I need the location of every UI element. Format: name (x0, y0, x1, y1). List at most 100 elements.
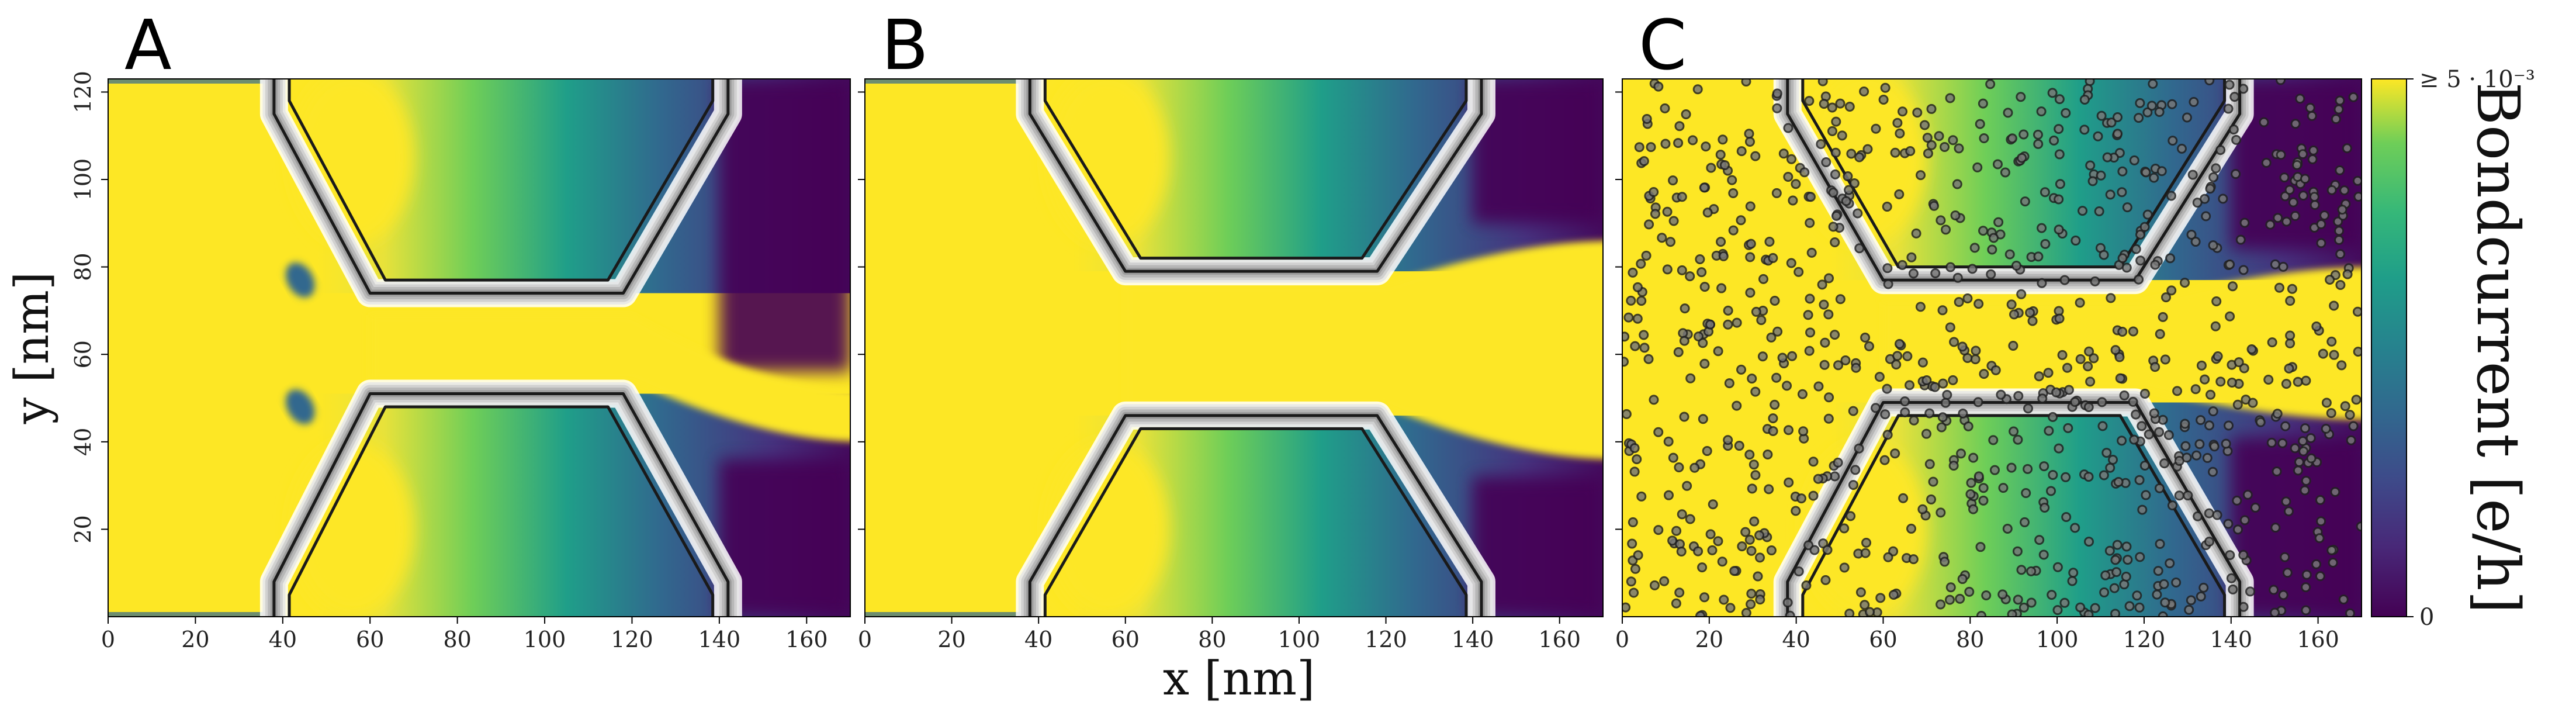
impurity-dot (2334, 234, 2345, 245)
impurity-dot (1749, 459, 1759, 470)
impurity-dot (2231, 134, 2242, 145)
impurity-dot (1892, 351, 1903, 361)
impurity-dot (2047, 590, 2057, 600)
impurity-dot (2338, 594, 2349, 604)
impurity-dot (1839, 562, 1850, 573)
impurity-dot (2311, 322, 2322, 332)
impurity-dot (1936, 599, 1946, 610)
lower-gate-outline (272, 392, 730, 617)
impurity-dot (1874, 372, 1885, 382)
impurity-dot (1698, 338, 1708, 348)
impurity-dot (1926, 140, 1937, 150)
impurity-dot (2301, 476, 2311, 486)
impurity-dot (2228, 584, 2238, 594)
upper-right-dark (719, 79, 850, 372)
impurity-dot (1689, 462, 1700, 473)
colorbar-max-label: ≥ 5 · 10⁻³ (2419, 66, 2535, 93)
impurity-dot (2172, 386, 2183, 396)
impurity-dot (2287, 284, 2297, 294)
impurity-dot (2196, 415, 2206, 426)
impurity-dot (1692, 84, 1703, 95)
impurity-dot (2023, 403, 2033, 414)
impurity-dot (1930, 382, 1940, 392)
y-axis-label: y [nm] (5, 272, 59, 424)
impurity-dot (1725, 603, 1736, 613)
impurity-dot (2046, 486, 2056, 496)
impurity-dot (1716, 283, 1727, 293)
impurity-dot (1653, 427, 1664, 437)
impurity-dot (1771, 372, 1782, 383)
impurity-dot (2013, 594, 2023, 605)
impurity-dot (2137, 504, 2148, 515)
impurity-dot (2139, 388, 2150, 399)
impurity-dot (2265, 219, 2276, 230)
impurity-dot (2036, 106, 2047, 117)
impurity-dot (2205, 184, 2215, 194)
impurity-dot (2298, 446, 2309, 457)
impurity-dot (1821, 157, 1831, 168)
constriction-current-jet (370, 314, 850, 442)
impurity-dot (2208, 172, 2219, 182)
impurity-dot (2016, 565, 2027, 575)
impurity-dot (1713, 536, 1723, 547)
impurity-dot (1741, 607, 1751, 617)
impurity-dot (1649, 580, 1660, 590)
impurity-dot (1677, 192, 1687, 202)
impurity-dot (1736, 146, 1747, 157)
impurity-dot (2227, 281, 2238, 292)
impurity-dot (2328, 558, 2338, 568)
impurity-dot (1673, 347, 1684, 357)
impurity-dot (1674, 121, 1685, 132)
colorbar-gradient (2371, 78, 2407, 617)
impurity-dot (1950, 210, 1961, 221)
impurity-dot (2108, 455, 2118, 465)
impurity-dot (2061, 108, 2071, 118)
impurity-dot (2112, 112, 2123, 122)
impurity-dot (2250, 502, 2260, 513)
impurity-dot (1695, 611, 1706, 617)
impurity-dot (2225, 259, 2235, 269)
impurity-dot (1892, 117, 1903, 128)
impurity-dot (2070, 523, 2080, 533)
impurity-dot (1844, 101, 1855, 112)
impurity-dot (2008, 341, 2018, 351)
impurity-dot (1727, 175, 1737, 185)
impurity-dot (1751, 306, 1761, 317)
impurity-dot (1679, 336, 1689, 346)
impurity-dot (1905, 146, 1916, 157)
impurity-dot (2020, 196, 2030, 207)
vortex-pocket (285, 262, 315, 298)
impurity-dot (1967, 264, 1978, 274)
impurity-dot (2205, 389, 2216, 400)
impurity-dot (1677, 265, 1687, 275)
impurity-dot (2135, 98, 2145, 108)
impurity-dot (1875, 593, 1886, 603)
x-tick-label: 0 (1615, 627, 1629, 652)
x-tick-label: 100 (1278, 627, 1321, 652)
impurity-dot (1764, 237, 1775, 247)
impurity-dot (2007, 133, 2017, 144)
impurity-dot (1952, 179, 1962, 189)
impurity-dot (1737, 541, 1747, 552)
impurity-dot (2319, 210, 2330, 220)
impurity-dot (2301, 569, 2312, 580)
lower-gate-inner-outline (1801, 414, 2227, 617)
impurity-dot (2232, 495, 2242, 506)
impurity-dot (2326, 336, 2337, 347)
impurity-dot (2051, 387, 2062, 397)
impurity-dot (2083, 402, 2094, 413)
impurity-dot (2117, 327, 2128, 337)
impurity-dot (2183, 490, 2193, 501)
impurity-dot (2063, 385, 2074, 395)
impurity-dot (1921, 375, 1932, 385)
impurity-dot (1756, 315, 1767, 326)
impurity-dot (2298, 191, 2308, 201)
impurity-dot (1657, 233, 1667, 243)
impurity-dot (2137, 421, 2147, 431)
impurity-dot (1736, 215, 1746, 226)
impurity-dot (1646, 142, 1656, 153)
impurity-dot (1808, 490, 1819, 501)
impurity-dot (2270, 523, 2281, 533)
impurity-dot (2300, 174, 2310, 184)
